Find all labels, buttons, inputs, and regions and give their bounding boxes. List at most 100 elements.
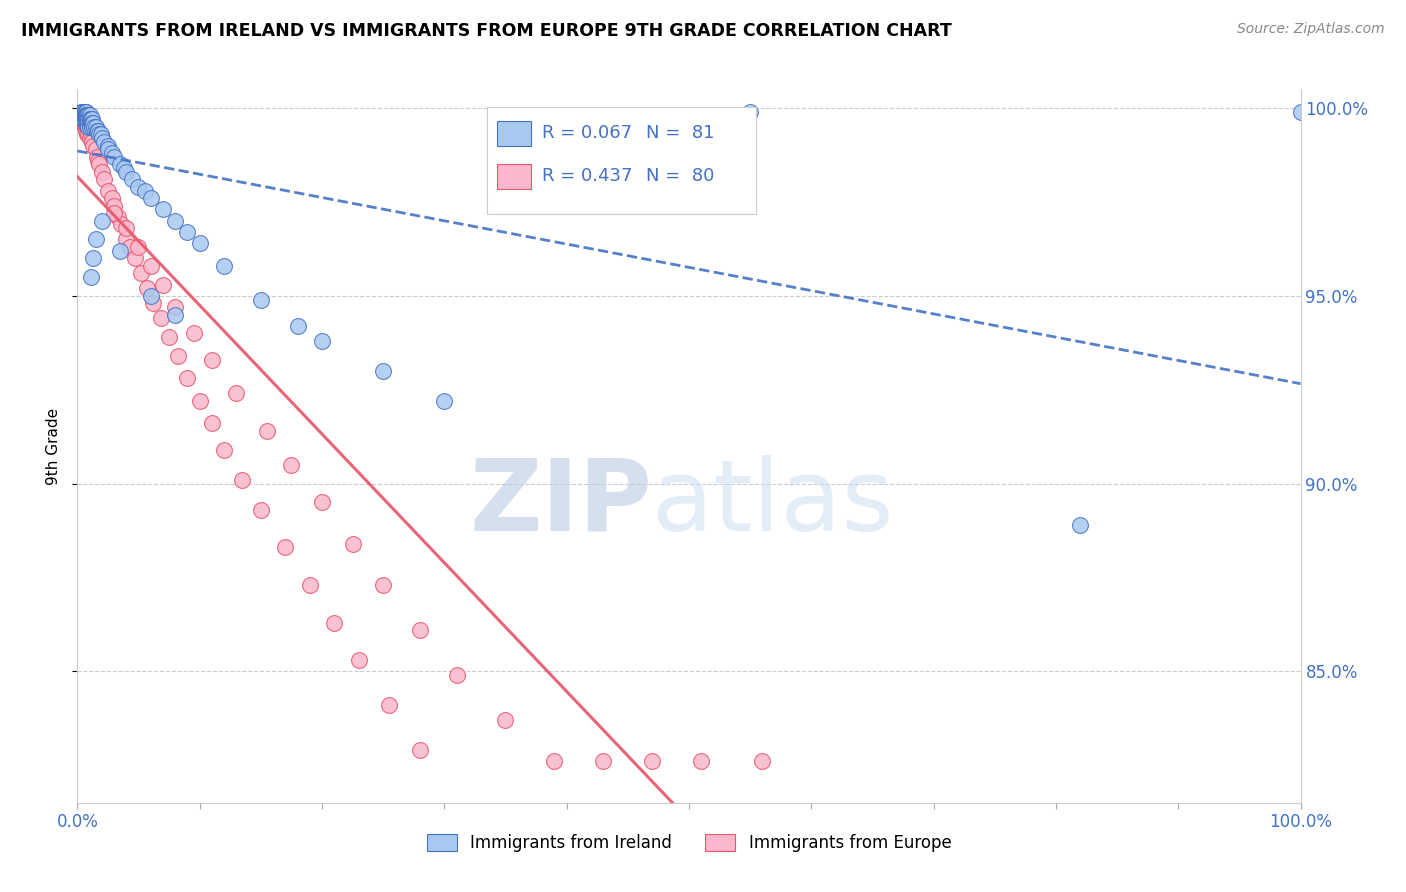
Point <box>70 108 93 122</box>
Point <box>75 108 97 122</box>
Point <box>690 755 713 769</box>
Point <box>371 578 394 592</box>
Point <box>378 698 401 713</box>
Point <box>70 112 93 127</box>
Point <box>280 458 302 472</box>
Point <box>80 116 103 130</box>
Point <box>149 311 172 326</box>
Point <box>139 191 162 205</box>
Point <box>73 116 96 130</box>
Point <box>103 150 125 164</box>
Point <box>287 318 309 333</box>
Point <box>73 108 96 122</box>
Point <box>127 179 149 194</box>
Point <box>82 138 104 153</box>
Point <box>77 120 100 134</box>
Point <box>97 142 120 156</box>
Text: ZIP: ZIP <box>470 455 652 551</box>
Point <box>70 108 93 122</box>
Point <box>274 541 297 555</box>
Point <box>100 146 122 161</box>
Point <box>72 104 94 119</box>
Point <box>90 165 112 179</box>
Point <box>212 442 235 457</box>
Point <box>75 104 97 119</box>
Point <box>84 232 107 246</box>
FancyBboxPatch shape <box>496 121 531 146</box>
Point <box>1069 517 1091 532</box>
Point <box>80 112 103 127</box>
Point <box>75 104 97 119</box>
Point <box>75 112 97 127</box>
Point <box>118 240 141 254</box>
Point <box>201 352 224 367</box>
Point <box>165 213 187 227</box>
Point <box>97 138 120 153</box>
Point <box>103 199 125 213</box>
Point <box>90 213 112 227</box>
Point <box>72 108 94 122</box>
Point <box>212 259 235 273</box>
Point <box>73 120 96 134</box>
Point <box>134 184 156 198</box>
Point <box>201 417 224 431</box>
Point <box>80 120 103 134</box>
Point <box>76 116 98 130</box>
Point <box>75 116 97 130</box>
Point <box>108 244 131 258</box>
Point <box>142 296 165 310</box>
Point <box>231 473 253 487</box>
Point <box>115 221 138 235</box>
Point <box>80 135 103 149</box>
Point <box>76 116 98 130</box>
Point <box>76 108 98 122</box>
Point <box>495 108 517 122</box>
Point <box>298 578 321 592</box>
Point <box>89 128 111 142</box>
Point <box>100 191 122 205</box>
Point <box>79 116 101 130</box>
Point <box>84 120 107 134</box>
Point <box>740 104 762 119</box>
Point <box>72 104 94 119</box>
Point <box>70 104 93 119</box>
Point <box>83 120 105 134</box>
Point <box>90 128 112 142</box>
Point <box>433 393 456 408</box>
Point <box>495 713 517 727</box>
Point <box>80 116 103 130</box>
Point <box>72 112 94 127</box>
Point <box>90 131 112 145</box>
Point <box>76 120 98 134</box>
Point <box>592 755 614 769</box>
Point <box>76 108 98 122</box>
Point <box>77 116 100 130</box>
Point <box>409 743 432 757</box>
Point <box>76 112 98 127</box>
Point <box>75 116 97 130</box>
Point <box>72 112 94 127</box>
Point <box>70 104 93 119</box>
Point <box>79 112 101 127</box>
FancyBboxPatch shape <box>496 164 531 189</box>
Point <box>70 112 93 127</box>
Point <box>80 128 103 142</box>
Point <box>751 755 773 769</box>
Point <box>250 503 273 517</box>
Text: N =  80: N = 80 <box>647 168 714 186</box>
Point <box>139 289 162 303</box>
Point <box>103 206 125 220</box>
Point <box>79 131 101 145</box>
Point <box>86 150 108 164</box>
Point <box>183 326 205 341</box>
Point <box>107 210 129 224</box>
Point <box>127 240 149 254</box>
Point <box>72 108 94 122</box>
Point <box>80 270 103 285</box>
Point <box>77 120 100 134</box>
Point <box>70 104 93 119</box>
Point <box>89 157 111 171</box>
Y-axis label: 9th Grade: 9th Grade <box>45 408 60 484</box>
Point <box>176 371 198 385</box>
Point <box>136 281 159 295</box>
